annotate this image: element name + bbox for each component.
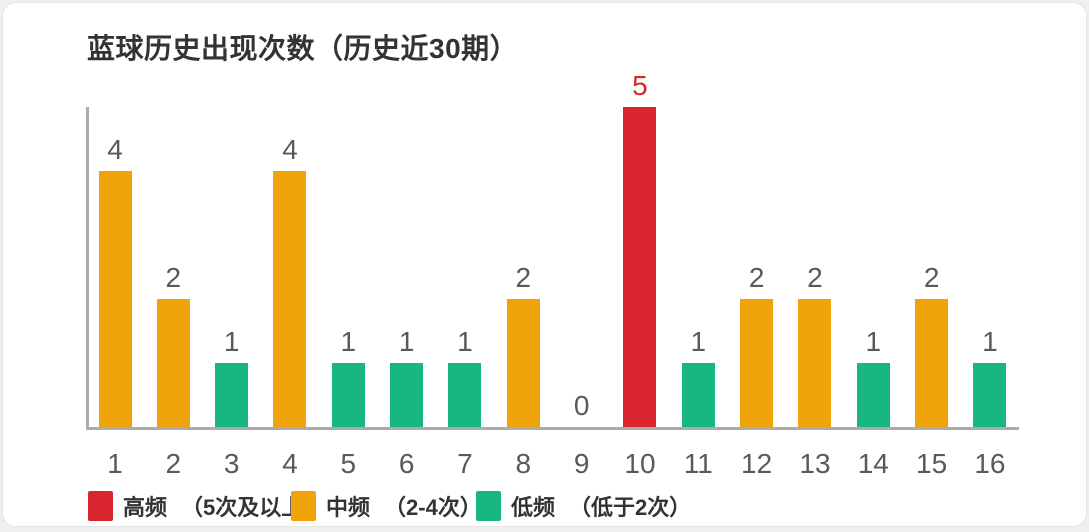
bar-value-label: 2	[515, 262, 532, 293]
x-tick-label: 12	[741, 448, 773, 479]
x-tick-label: 15	[916, 448, 948, 479]
bar-value-label: 5	[632, 70, 648, 101]
bar-value-label: 2	[748, 262, 765, 293]
bar-16	[973, 363, 1007, 427]
bar-2	[156, 299, 190, 427]
chart-title: 蓝球历史出现次数（历史近30期）	[87, 33, 519, 64]
bar-value-label: 2	[807, 262, 823, 293]
bar-chart-plot: 4 1 2 2 1 3 4 4 1 5 1 6 1 7 2 8 0 9 5 10 1 11 2 12 2 13 1 14 2 15 1 16	[3, 3, 1086, 526]
legend-item-name: 低频	[511, 495, 556, 520]
legend-item-low[interactable]: 低频 （低于2次）	[476, 489, 691, 523]
x-tick-label: 6	[398, 448, 415, 479]
bar-value-label: 1	[865, 326, 882, 357]
bar-value-label: 4	[282, 134, 298, 165]
x-tick-label: 4	[282, 448, 298, 479]
bar-11	[681, 363, 715, 427]
bar-12	[740, 299, 774, 427]
bar-value-label: 0	[573, 390, 590, 421]
bar-value-label: 1	[223, 326, 240, 357]
bar-value-label: 1	[398, 326, 415, 357]
x-tick-label: 16	[974, 448, 1006, 479]
bar-3	[215, 363, 249, 427]
bar-14	[856, 363, 890, 427]
bar-value-label: 4	[107, 134, 123, 165]
legend-swatch-icon	[291, 491, 316, 521]
bar-5	[331, 363, 365, 427]
x-tick-label: 10	[624, 448, 656, 479]
y-axis-line	[86, 107, 89, 430]
x-tick-label: 5	[340, 448, 357, 479]
bar-8	[506, 299, 540, 427]
x-tick-label: 2	[165, 448, 182, 479]
legend-item-range: （2-4次）	[384, 495, 482, 520]
legend-item-mid[interactable]: 中频 （2-4次）	[291, 489, 482, 523]
legend-item-high[interactable]: 高频 （5次及以上）	[88, 489, 325, 523]
bar-value-label: 2	[165, 262, 182, 293]
x-tick-label: 11	[683, 448, 713, 479]
x-tick-label: 7	[457, 448, 473, 479]
bar-15	[915, 299, 949, 427]
bar-value-label: 1	[690, 326, 707, 357]
x-tick-label: 1	[107, 448, 123, 479]
x-tick-label: 14	[857, 448, 889, 479]
legend-swatch-icon	[88, 491, 113, 521]
x-tick-label: 9	[573, 448, 590, 479]
bar-value-label: 1	[340, 326, 357, 357]
bar-value-label: 1	[982, 326, 998, 357]
bar-6	[390, 363, 424, 427]
x-tick-label: 8	[515, 448, 532, 479]
x-tick-label: 13	[799, 448, 831, 479]
legend-item-range: （低于2次）	[569, 495, 692, 520]
bar-13	[798, 299, 832, 427]
legend-item-name: 中频	[326, 495, 371, 520]
legend-swatch-icon	[476, 491, 501, 521]
legend-item-name: 高频	[123, 495, 168, 520]
bar-7	[448, 363, 482, 427]
x-axis-line	[86, 427, 1019, 430]
bar-10	[623, 107, 657, 427]
bar-value-label: 1	[457, 326, 473, 357]
bar-4	[273, 171, 307, 427]
bar-1	[98, 171, 132, 427]
bar-value-label: 2	[923, 262, 940, 293]
x-tick-label: 3	[223, 448, 240, 479]
